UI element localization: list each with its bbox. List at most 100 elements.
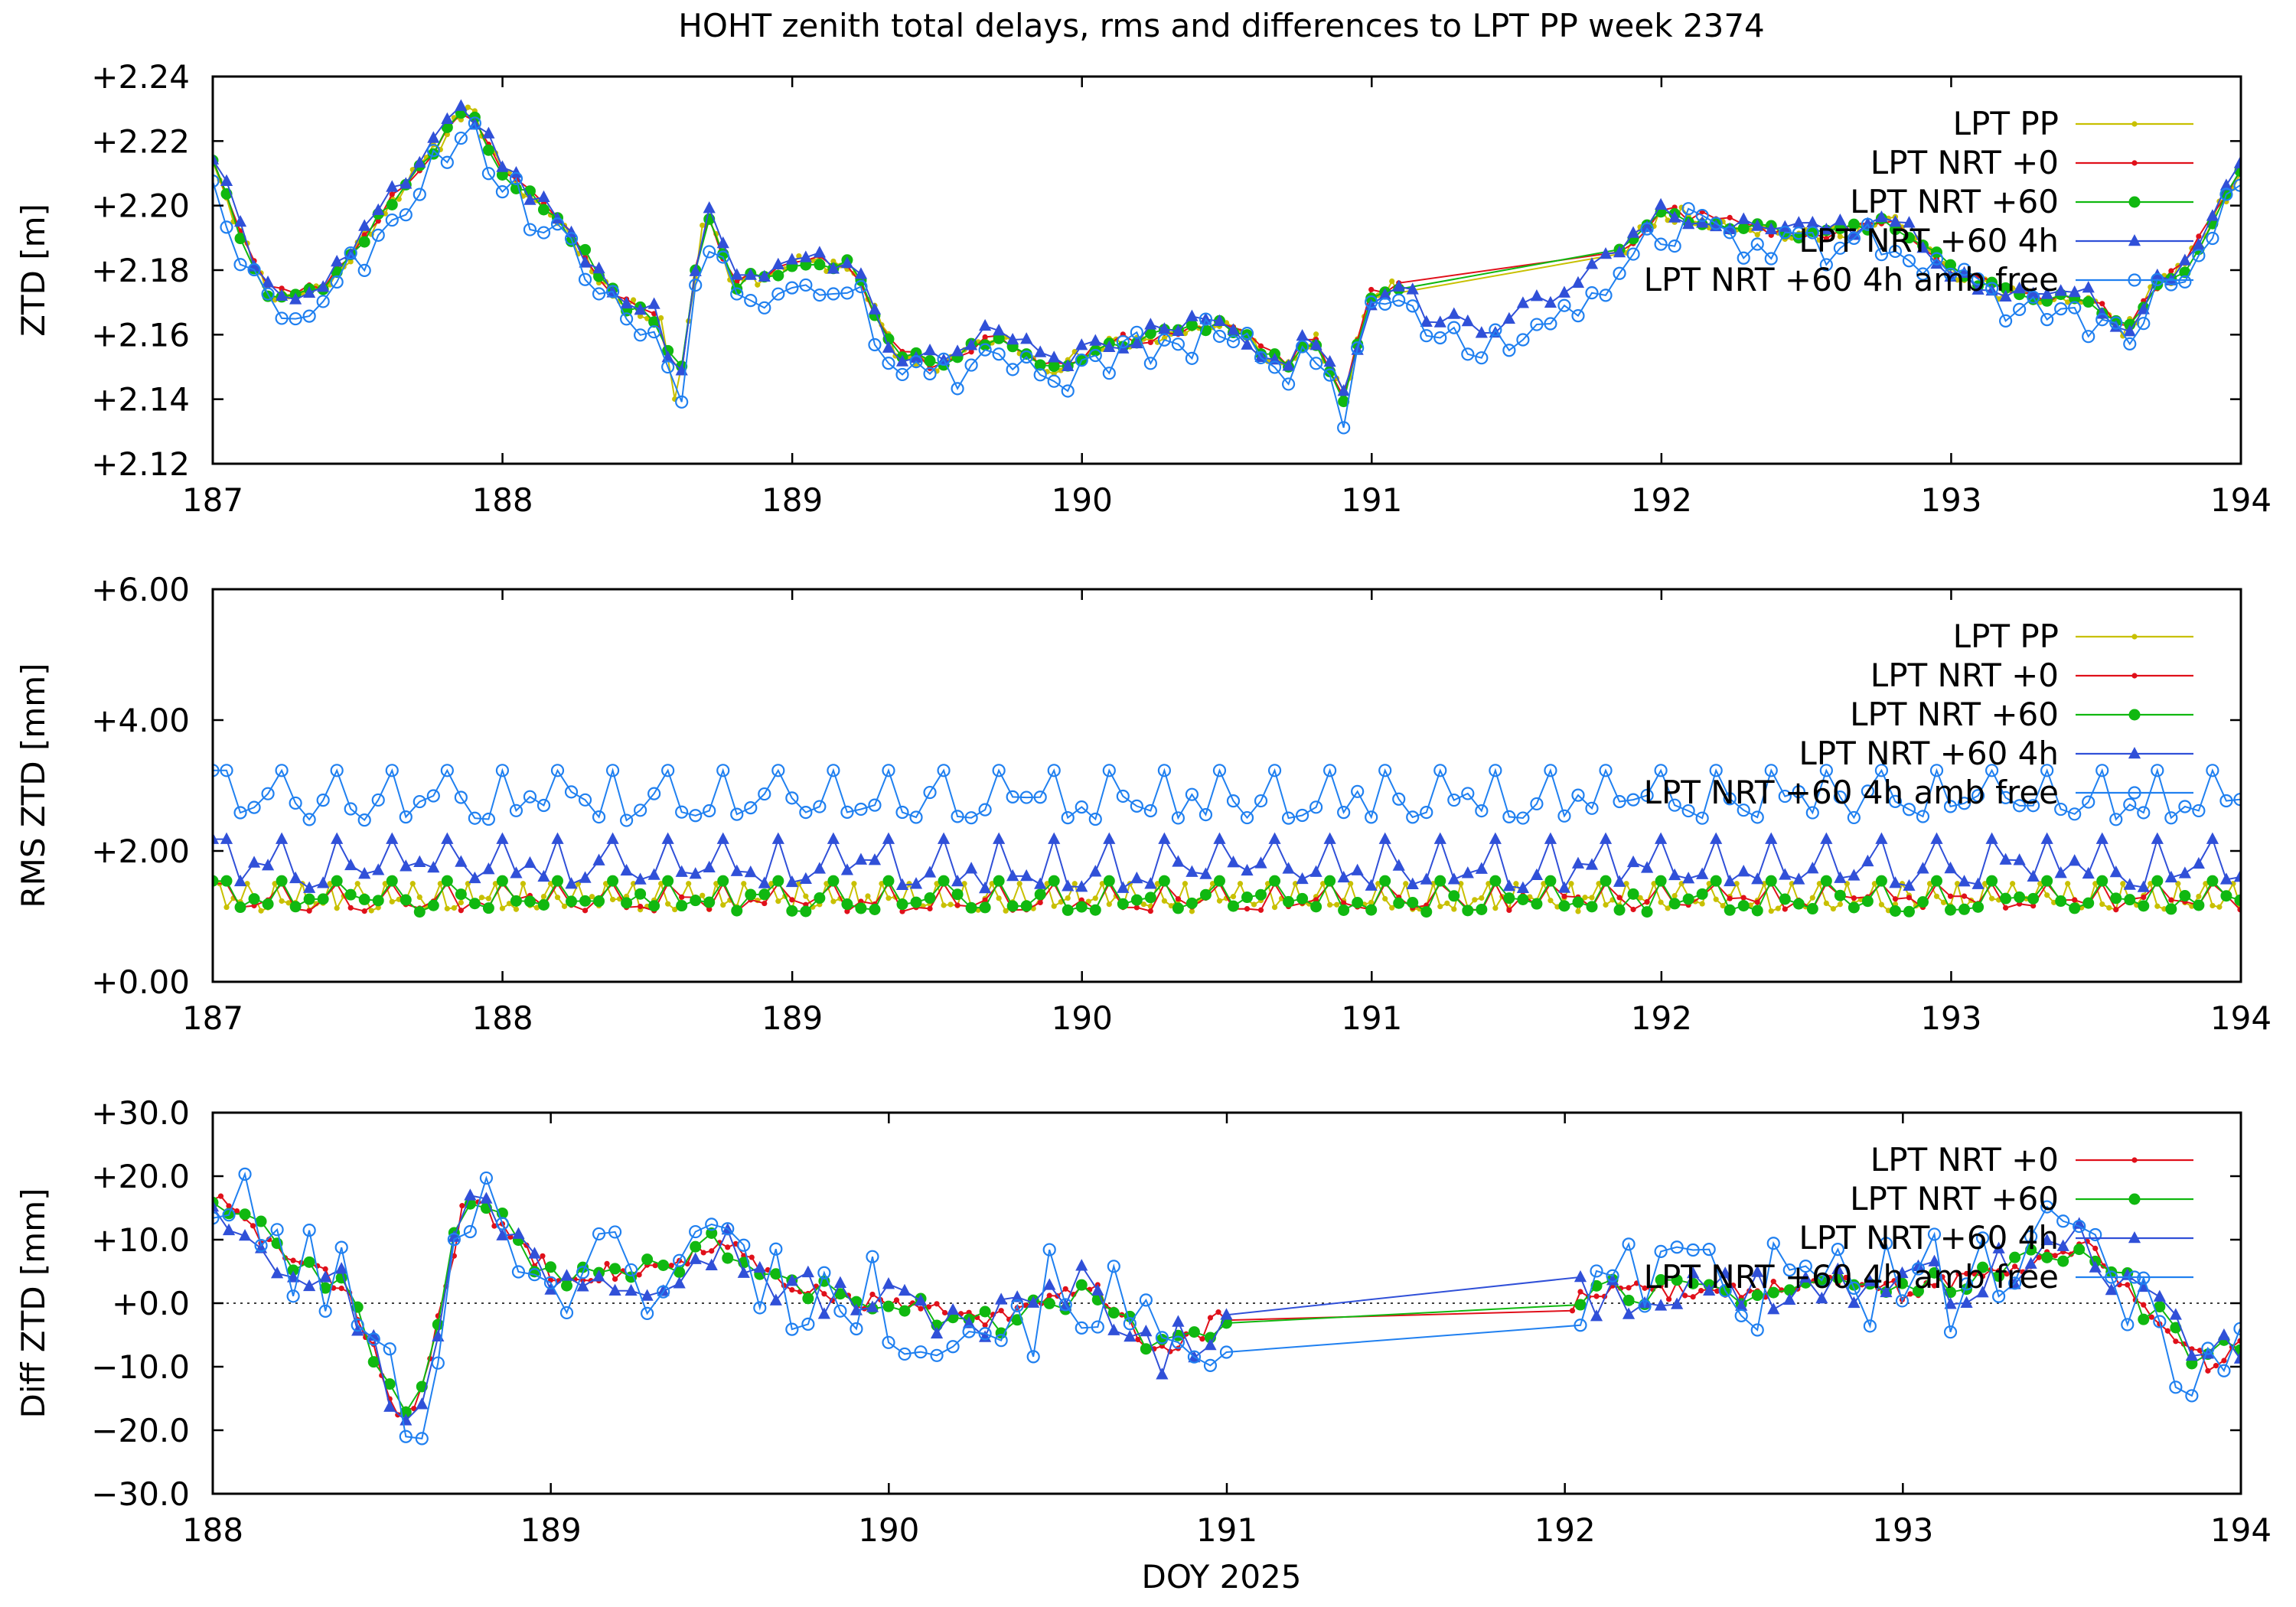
data-point-nrt60 <box>579 243 592 256</box>
data-point-nrt60_4h <box>1502 311 1515 324</box>
data-point-nrt0 <box>2125 1282 2131 1288</box>
data-point-nrt60_4h_af <box>1737 251 1750 265</box>
data-point-nrt60_4h_af <box>2082 795 2095 809</box>
data-point-nrt60_4h_af <box>357 813 371 827</box>
data-point-nrt60_4h_af <box>785 1322 799 1336</box>
data-point-nrt60_4h <box>247 856 261 868</box>
data-point-pp <box>1837 901 1843 908</box>
data-point-nrt60_4h <box>1323 354 1336 367</box>
y-tick-label: +2.18 <box>91 252 190 289</box>
data-point-pp <box>700 892 706 898</box>
data-point-nrt60_4h_af <box>1212 764 1227 777</box>
legend-label: LPT NRT +0 <box>1870 657 2059 694</box>
data-point-nrt60_4h_af <box>1709 764 1723 777</box>
data-point-nrt60_4h_af <box>1863 1319 1877 1333</box>
y-tick-label: +2.00 <box>91 833 190 870</box>
data-point-nrt60_4h <box>1864 1274 1877 1286</box>
data-point-nrt0 <box>279 285 285 292</box>
data-point-nrt60_4h <box>1433 315 1446 328</box>
legend-label: LPT NRT +60 <box>1850 1180 2059 1217</box>
data-point-pp <box>2216 904 2223 910</box>
data-point-nrt60_4h <box>771 832 784 844</box>
data-point-nrt60_4h_af <box>385 213 399 227</box>
x-tick-label: 189 <box>520 1511 582 1549</box>
data-point-pp <box>444 905 450 911</box>
data-point-nrt60 <box>1034 359 1046 371</box>
data-point-nrt60 <box>899 1305 911 1317</box>
data-point-nrt60_4h <box>1751 219 1764 231</box>
data-point-nrt60_4h_af <box>511 1265 526 1279</box>
data-point-nrt60 <box>1820 875 1832 887</box>
data-point-nrt60_4h_af <box>799 805 813 820</box>
data-point-pp <box>1106 901 1112 908</box>
x-tick-label: 193 <box>1920 999 1981 1037</box>
data-point-nrt60_4h <box>799 872 812 885</box>
data-point-nrt60_4h <box>528 1247 541 1259</box>
data-point-nrt60_4h <box>647 868 660 880</box>
data-point-nrt60_4h_af <box>2206 231 2219 246</box>
data-point-nrt0 <box>375 218 381 224</box>
data-point-nrt60 <box>1655 875 1667 887</box>
data-point-nrt60_4h_af <box>344 802 357 816</box>
x-tick-label: 188 <box>471 481 533 519</box>
data-point-nrt60_4h_af <box>895 367 909 382</box>
data-point-nrt60_4h_af <box>426 144 440 158</box>
data-point-nrt60_4h_af <box>1959 1277 1974 1291</box>
data-point-nrt60_4h <box>1103 832 1116 844</box>
data-point-nrt0 <box>1037 899 1043 906</box>
data-point-nrt60_4h <box>1831 1262 1844 1275</box>
data-point-nrt60_4h <box>1241 337 1254 350</box>
data-point-nrt0 <box>1207 1315 1214 1321</box>
data-point-nrt60_4h_af <box>716 250 730 264</box>
data-point-nrt60_4h <box>1861 217 1874 229</box>
data-point-nrt0 <box>1257 343 1264 349</box>
data-point-nrt60_4h_af <box>415 1432 429 1446</box>
data-point-nrt60_4h_af <box>1019 790 1033 804</box>
data-point-nrt60 <box>1517 893 1529 905</box>
data-point-nrt0 <box>2197 1348 2203 1354</box>
data-point-nrt60_4h_af <box>2095 313 2109 327</box>
data-point-nrt0 <box>2164 1328 2170 1334</box>
data-point-nrt60_4h_af <box>1033 368 1047 382</box>
data-point-nrt60_4h_af <box>1295 340 1309 354</box>
data-point-pp <box>561 903 568 909</box>
data-point-nrt60 <box>1324 875 1336 887</box>
data-point-nrt60 <box>1848 901 1860 914</box>
data-point-nrt0 <box>1907 1291 1913 1297</box>
data-point-nrt60_4h <box>441 832 454 844</box>
data-point-nrt60_4h_af <box>1861 784 1874 798</box>
data-point-nrt60 <box>1062 904 1074 916</box>
data-point-nrt60_4h_af <box>2123 337 2137 350</box>
data-point-nrt60 <box>2014 891 2026 903</box>
data-point-pp <box>1161 898 1167 904</box>
data-point-nrt60_4h <box>510 866 523 878</box>
data-point-pp <box>1071 881 1078 887</box>
data-point-nrt60_4h_af <box>605 764 620 777</box>
data-point-nrt60_4h_af <box>2040 764 2054 777</box>
data-point-nrt60 <box>2041 875 2053 887</box>
data-point-nrt60_4h <box>1880 1285 1893 1298</box>
data-point-nrt60_4h <box>951 344 964 357</box>
data-point-pp <box>1789 881 1795 887</box>
data-point-nrt60 <box>770 1268 782 1280</box>
data-point-nrt60_4h <box>2040 1233 2053 1246</box>
data-point-nrt60_4h <box>2013 853 2026 865</box>
data-point-nrt60_4h_af <box>1654 237 1668 251</box>
data-point-nrt60_4h <box>496 1228 509 1240</box>
data-point-nrt60_4h_af <box>1833 790 1847 804</box>
data-point-nrt60 <box>1613 904 1626 916</box>
data-point-nrt60_4h_af <box>1766 1237 1780 1250</box>
data-point-nrt60 <box>1558 900 1570 912</box>
data-point-nrt60_4h <box>289 871 302 884</box>
data-point-nrt60 <box>2069 902 2081 914</box>
data-point-nrt60_4h <box>866 1300 879 1312</box>
data-point-nrt60_4h_af <box>1337 806 1351 820</box>
data-point-nrt60_4h_af <box>592 287 606 301</box>
data-point-nrt60_4h <box>785 1274 798 1286</box>
data-point-pp <box>2065 881 2071 887</box>
data-point-nrt0 <box>652 1263 658 1269</box>
data-point-nrt60_4h_af <box>1544 764 1557 777</box>
data-point-nrt60_4h_af <box>1991 1289 2006 1303</box>
data-point-nrt60_4h <box>1912 1259 1925 1272</box>
data-point-nrt60 <box>1792 898 1805 910</box>
